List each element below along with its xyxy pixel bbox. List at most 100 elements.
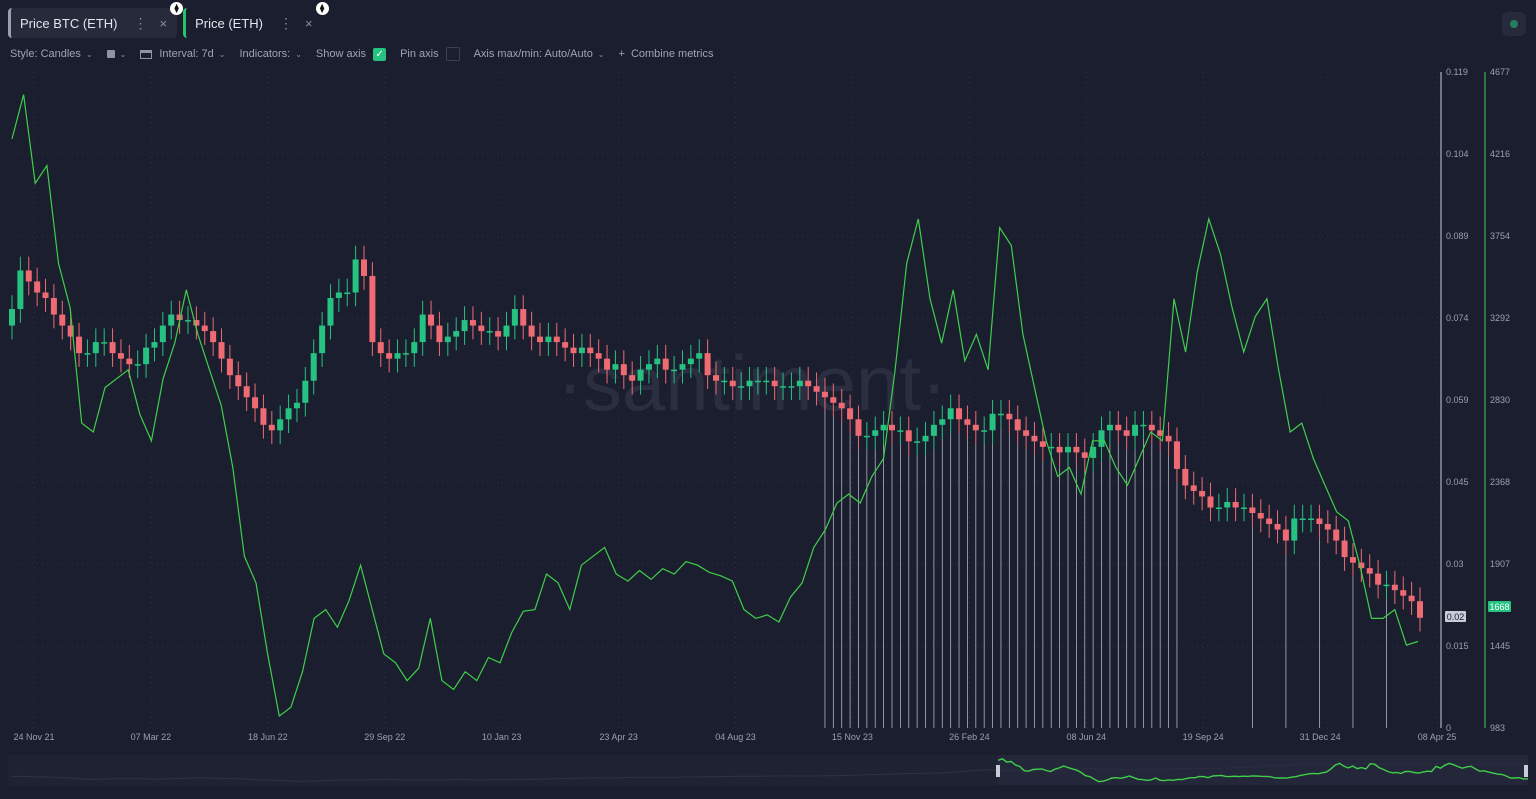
candle-body: [1349, 557, 1356, 563]
date-tick-label: 15 Nov 23: [832, 732, 873, 742]
close-icon[interactable]: ×: [304, 15, 313, 31]
candle-body: [671, 369, 678, 372]
current-btc-label: 0.02: [1445, 611, 1466, 622]
eth-tick-label: 4216: [1490, 149, 1510, 159]
show-axis-toggle[interactable]: Show axis ✓: [316, 47, 387, 61]
current-eth-label: 1668: [1488, 601, 1511, 612]
candle-body: [344, 292, 351, 295]
ethereum-icon: ⧫: [170, 2, 184, 15]
tab-price-eth[interactable]: Price (ETH) ⋮ × ⧫: [183, 2, 329, 38]
calendar-icon: [140, 49, 153, 59]
checkbox-unchecked-icon[interactable]: [445, 47, 460, 61]
candle-body: [50, 298, 57, 315]
candle-body: [637, 369, 644, 381]
candle-body: [461, 320, 468, 332]
btc-tick-label: 0.089: [1446, 231, 1469, 241]
btc-axis-ticks: 0.119 0.104 0.089 0.074 0.059 0.045 0.03 0.015 0: [1446, 67, 1469, 733]
candle-body: [629, 375, 636, 381]
plus-icon: +: [618, 48, 625, 60]
candle-body: [922, 435, 929, 442]
close-icon[interactable]: ×: [159, 15, 168, 31]
candle-body: [478, 325, 485, 332]
btc-tick-label: 0.03: [1446, 559, 1464, 569]
tab-price-btc-eth[interactable]: Price BTC (ETH) ⋮ × ⧫: [8, 2, 184, 38]
candle-body: [545, 336, 552, 343]
axis-minmax-label: Axis max/min: Auto/Auto: [473, 48, 593, 60]
checkbox-checked-icon[interactable]: ✓: [373, 47, 387, 61]
candle-body: [92, 342, 99, 354]
candle-body: [805, 380, 812, 387]
combine-metrics-button[interactable]: + Combine metrics: [619, 48, 714, 60]
candle-body: [1106, 424, 1113, 431]
navigator-left-handle[interactable]: [996, 765, 1000, 777]
date-tick-label: 18 Jun 22: [248, 732, 288, 742]
candle-body: [956, 408, 963, 420]
candle-body: [235, 375, 242, 387]
candle-body: [168, 314, 175, 326]
candle-body: [620, 364, 627, 376]
candle-body: [59, 314, 66, 326]
navigator[interactable]: [8, 755, 1529, 785]
style-label: Style: Candles: [10, 48, 81, 60]
candle-body: [989, 413, 996, 431]
candle-body: [126, 358, 133, 365]
candle-body: [1366, 568, 1373, 574]
candle-body: [570, 347, 577, 354]
candle-body: [34, 281, 41, 293]
candle-body: [1224, 501, 1231, 508]
color-dropdown[interactable]: ⌄: [106, 50, 126, 59]
date-tick-label: 10 Jan 23: [482, 732, 522, 742]
candle-body: [1132, 424, 1139, 436]
candle-body: [1148, 424, 1155, 431]
candle-body: [1274, 524, 1281, 530]
candle-body: [1400, 590, 1407, 596]
indicators-dropdown[interactable]: Indicators: ⌄: [239, 48, 301, 60]
candle-body: [595, 353, 602, 359]
combine-label: Combine metrics: [630, 48, 714, 60]
style-dropdown[interactable]: Style: Candles ⌄: [10, 48, 93, 60]
candle-body: [1140, 424, 1147, 427]
candle-body: [1417, 601, 1423, 618]
candle-body: [830, 397, 837, 403]
chevron-down-icon: ⌄: [218, 49, 226, 59]
candle-body: [67, 325, 74, 337]
navigator-right-handle[interactable]: [1524, 765, 1528, 777]
axis-minmax-dropdown[interactable]: Axis max/min: Auto/Auto ⌄: [474, 48, 605, 60]
btc-tick-label: 0.119: [1446, 67, 1468, 77]
candle-body: [176, 314, 183, 321]
candle-body: [310, 353, 317, 381]
pin-axis-toggle[interactable]: Pin axis: [400, 47, 460, 61]
candle-body: [587, 347, 594, 354]
candle-body: [285, 408, 292, 420]
date-tick-label: 08 Apr 25: [1418, 732, 1457, 742]
candle-body: [1090, 446, 1097, 458]
candle-body: [42, 292, 49, 299]
candle-body: [511, 309, 518, 326]
candle-body: [201, 325, 208, 332]
candle-body: [754, 380, 761, 383]
candle-body: [863, 435, 870, 438]
more-icon[interactable]: ⋮: [133, 14, 148, 31]
status-dot-icon: [1510, 20, 1518, 28]
candle-body: [159, 325, 166, 343]
candle-body: [939, 419, 946, 425]
candle-body: [562, 342, 569, 348]
candle-body: [604, 358, 611, 370]
candle-body: [780, 386, 787, 388]
candle-body: [143, 347, 150, 365]
candle-body: [117, 353, 124, 359]
candle-body: [369, 275, 376, 343]
btc-tick-label: 0.104: [1446, 149, 1469, 159]
candle-body: [838, 402, 845, 409]
candle-body: [1157, 430, 1164, 436]
candle-body: [788, 386, 795, 388]
candle-body: [612, 364, 619, 370]
interval-dropdown[interactable]: Interval: 7d ⌄: [140, 48, 225, 60]
candle-body: [260, 408, 267, 425]
settings-toggle[interactable]: [1502, 12, 1526, 36]
more-icon[interactable]: ⋮: [278, 14, 293, 31]
candle-body: [578, 347, 585, 354]
candle-body: [1048, 446, 1055, 449]
navigator-selection[interactable]: [998, 755, 1528, 785]
